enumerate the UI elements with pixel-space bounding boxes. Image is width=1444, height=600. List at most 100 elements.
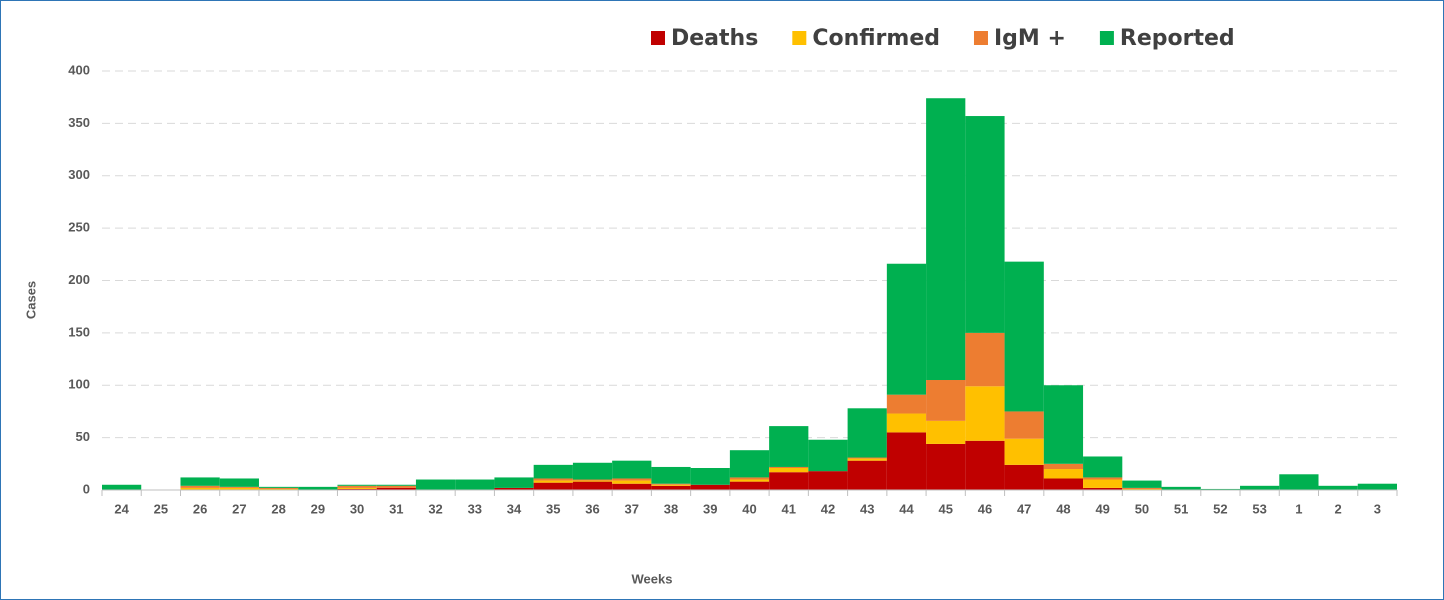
x-tick-label: 40 <box>742 501 756 516</box>
x-tick-label: 34 <box>507 501 522 516</box>
x-axis-label: Weeks <box>632 571 673 586</box>
bar-segment <box>886 432 927 490</box>
bar-segment <box>1083 487 1123 490</box>
bar-segment <box>1122 488 1162 490</box>
bar-segment <box>494 487 534 490</box>
bar-segment <box>258 487 299 489</box>
bar-segment <box>180 477 220 486</box>
bar-segment <box>926 380 966 421</box>
bar-segment <box>769 466 809 469</box>
x-tick-label: 31 <box>389 501 403 516</box>
bar-segment <box>455 479 495 490</box>
bar-segment <box>1240 485 1280 490</box>
x-tick-label: 41 <box>782 501 796 516</box>
x-tick-label: 24 <box>114 501 129 516</box>
legend-swatch <box>651 31 665 45</box>
bar-segment <box>1083 479 1123 488</box>
legend-label: IgM + <box>994 26 1066 51</box>
bar-segment <box>337 485 377 488</box>
legend-swatch <box>792 31 807 45</box>
x-tick-label: 29 <box>311 501 325 516</box>
bar-segment <box>572 479 613 481</box>
bar-segment <box>769 472 809 490</box>
bar-segment <box>729 481 770 490</box>
bar-segment <box>219 487 259 490</box>
x-tick-label: 33 <box>468 501 482 516</box>
x-tick-label: 38 <box>664 501 678 516</box>
legend-label: Deaths <box>671 26 758 51</box>
legend-swatch <box>973 31 988 45</box>
bar-segment <box>1004 464 1044 490</box>
bar-segment <box>729 477 770 480</box>
bar-segment <box>533 478 573 481</box>
bar-segment <box>965 440 1005 490</box>
bar-segment <box>533 482 573 490</box>
x-tick-label: 3 <box>1374 501 1381 516</box>
y-axis-label: Cases <box>23 281 38 319</box>
bar-segment <box>1161 486 1201 490</box>
bar-segment <box>690 484 730 490</box>
bar-segment <box>612 460 652 479</box>
bar-segment <box>533 464 573 479</box>
y-tick-label: 250 <box>68 220 90 235</box>
x-tick-label: 46 <box>978 501 992 516</box>
x-tick-label: 51 <box>1174 501 1188 516</box>
bar-segment <box>926 443 966 490</box>
bar-segment <box>1004 261 1044 412</box>
bar-segment <box>337 484 377 486</box>
bar-segment <box>612 483 652 490</box>
bar-segment <box>886 413 927 433</box>
bar-segment <box>337 487 377 489</box>
bar-segment <box>612 478 652 481</box>
bar-segment <box>180 485 220 488</box>
bar-segment <box>729 479 770 482</box>
y-tick-label: 0 <box>83 481 90 496</box>
bar-segment <box>1004 438 1044 465</box>
legend-label: Reported <box>1120 26 1235 51</box>
x-tick-label: 32 <box>428 501 442 516</box>
bar-segment <box>651 483 691 485</box>
x-tick-label: 25 <box>154 501 168 516</box>
bar-segment <box>1043 385 1084 464</box>
x-tick-label: 35 <box>546 501 560 516</box>
bar-segment <box>769 426 809 467</box>
x-tick-label: 49 <box>1095 501 1109 516</box>
x-tick-label: 2 <box>1335 501 1342 516</box>
bar-segment <box>847 408 887 458</box>
y-tick-label: 200 <box>68 272 90 287</box>
bar-segment <box>808 439 848 472</box>
bar-segment <box>572 481 613 490</box>
bar-segment <box>376 485 416 488</box>
bar-segment <box>533 480 573 483</box>
bar-segment <box>808 471 848 490</box>
bar-segment <box>1083 456 1123 478</box>
x-tick-label: 47 <box>1017 501 1031 516</box>
bar-segment <box>651 485 691 490</box>
y-tick-label: 400 <box>68 62 90 77</box>
bar-segment <box>1318 485 1358 490</box>
bar-segment <box>572 480 613 482</box>
x-tick-label: 39 <box>703 501 717 516</box>
y-tick-label: 300 <box>68 167 90 182</box>
x-tick-label: 36 <box>585 501 599 516</box>
bar-segment <box>886 394 927 414</box>
bar-segment <box>965 386 1005 441</box>
y-tick-label: 350 <box>68 115 90 130</box>
bar-segment <box>926 98 966 381</box>
bar-segment <box>847 460 887 490</box>
x-tick-label: 48 <box>1056 501 1070 516</box>
bar-segment <box>1043 478 1084 490</box>
x-tick-label: 27 <box>232 501 246 516</box>
x-tick-label: 43 <box>860 501 874 516</box>
bar-segment <box>415 479 456 490</box>
bar-segment <box>1122 480 1162 488</box>
bar-segment <box>886 263 927 395</box>
bar-segment <box>219 486 259 488</box>
x-tick-label: 26 <box>193 501 207 516</box>
bar-segment <box>847 458 887 461</box>
bar-segment <box>965 332 1005 387</box>
bar-segment <box>690 468 730 485</box>
bar-segment <box>612 480 652 484</box>
